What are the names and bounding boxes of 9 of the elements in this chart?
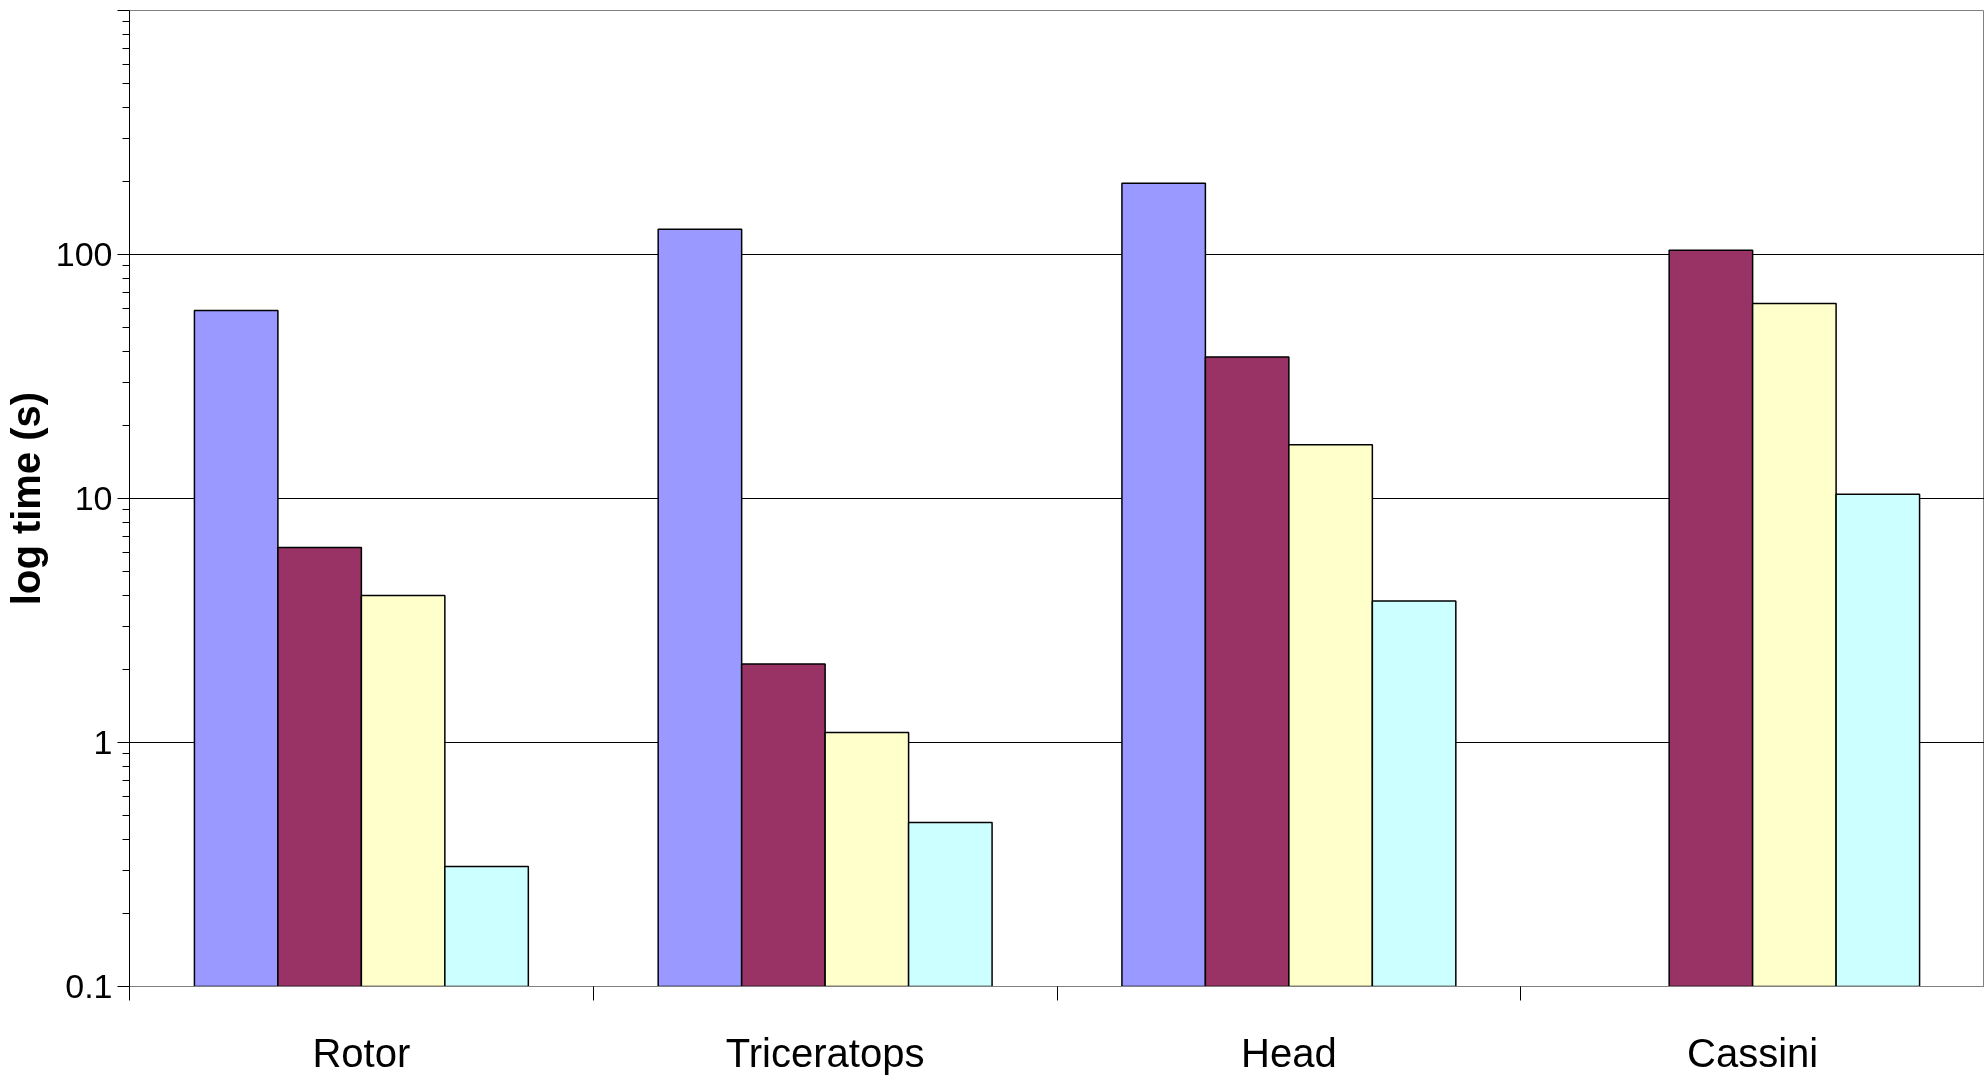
x-tick-label: Head bbox=[1241, 1030, 1337, 1075]
y-axis-title: log time (s) bbox=[3, 391, 48, 606]
x-tick-label: Rotor bbox=[312, 1030, 411, 1075]
y-tick-label: 100 bbox=[55, 235, 113, 273]
x-tick-label: Triceratops bbox=[725, 1030, 925, 1075]
y-tick-label: 10 bbox=[74, 479, 113, 517]
x-tick-label: Cassini bbox=[1687, 1030, 1819, 1075]
y-tick-label: 1 bbox=[93, 723, 113, 761]
y-tick-label: 0.1 bbox=[65, 967, 113, 1005]
